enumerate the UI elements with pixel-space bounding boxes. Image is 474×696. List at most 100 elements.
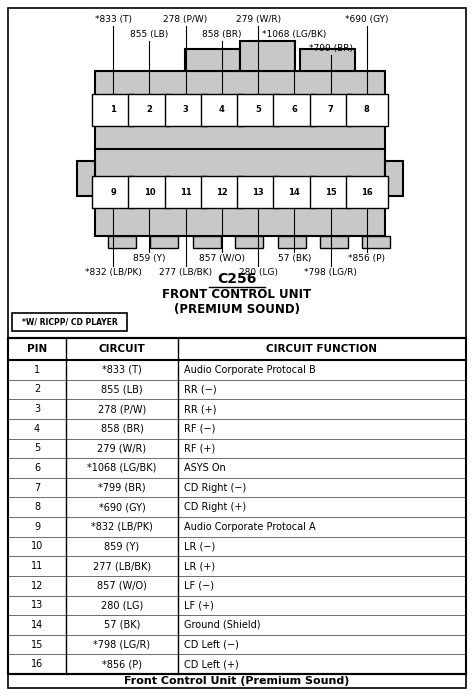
Text: 277 (LB/BK): 277 (LB/BK) [159,268,212,277]
Bar [108,236,136,248]
Text: 11: 11 [31,561,43,571]
Text: 11: 11 [180,188,191,197]
Text: 278 (P/W): 278 (P/W) [98,404,146,414]
Bar [273,94,315,126]
Bar [273,176,315,208]
Bar [310,94,352,126]
Text: 855 (LB): 855 (LB) [101,384,143,395]
Text: 2: 2 [34,384,40,395]
Text: 12: 12 [31,580,43,591]
Text: LR (−): LR (−) [184,541,215,551]
Bar [185,49,240,71]
Text: 5: 5 [255,105,261,114]
Bar [95,71,385,236]
Text: 9: 9 [110,188,116,197]
Text: 57 (BK): 57 (BK) [278,254,311,263]
Text: 2: 2 [146,105,152,114]
Text: ASYS On: ASYS On [184,463,226,473]
Bar [346,94,388,126]
Text: RR (−): RR (−) [184,384,217,395]
Text: 1: 1 [110,105,116,114]
Text: CD Left (+): CD Left (+) [184,659,239,669]
Text: LR (+): LR (+) [184,561,215,571]
Text: CD Right (−): CD Right (−) [184,482,246,493]
Text: 1: 1 [34,365,40,375]
Text: FRONT CONTROL UNIT: FRONT CONTROL UNIT [163,288,311,301]
Text: 8: 8 [34,503,40,512]
Bar [346,176,388,208]
Text: LF (−): LF (−) [184,580,214,591]
Text: 12: 12 [216,188,228,197]
Bar [164,176,207,208]
Text: *833 (T): *833 (T) [102,365,142,375]
Text: 10: 10 [31,541,43,551]
Text: *799 (BR): *799 (BR) [98,482,146,493]
Text: 16: 16 [31,659,43,669]
Text: 4: 4 [219,105,225,114]
Text: *856 (P): *856 (P) [348,254,385,263]
Text: CIRCUIT: CIRCUIT [99,344,146,354]
Text: 6: 6 [34,463,40,473]
Bar [92,94,134,126]
Text: *690 (GY): *690 (GY) [345,15,389,24]
Bar [320,236,348,248]
Bar [240,41,295,71]
Text: 857 (W/O): 857 (W/O) [97,580,147,591]
Bar [385,161,403,196]
Text: 859 (Y): 859 (Y) [133,254,165,263]
Text: 16: 16 [361,188,373,197]
Text: LF (+): LF (+) [184,601,214,610]
Text: 57 (BK): 57 (BK) [104,620,140,630]
Text: Front Control Unit (Premium Sound): Front Control Unit (Premium Sound) [124,676,350,686]
Text: 7: 7 [328,105,334,114]
Bar [77,161,95,196]
Text: RF (−): RF (−) [184,424,215,434]
Text: *799 (BR): *799 (BR) [309,44,353,53]
Text: 855 (LB): 855 (LB) [130,30,168,39]
Text: 10: 10 [144,188,155,197]
Text: 7: 7 [34,482,40,493]
Text: 859 (Y): 859 (Y) [104,541,139,551]
Text: *1068 (LG/BK): *1068 (LG/BK) [262,30,327,39]
Text: CD Right (+): CD Right (+) [184,503,246,512]
Bar [150,236,178,248]
Text: Ground (Shield): Ground (Shield) [184,620,261,630]
Text: *798 (LG/R): *798 (LG/R) [93,640,151,649]
Bar [193,236,221,248]
Bar [310,176,352,208]
Text: *856 (P): *856 (P) [102,659,142,669]
Text: 5: 5 [34,443,40,453]
Bar [164,94,207,126]
Bar [278,236,306,248]
Text: RF (+): RF (+) [184,443,215,453]
Text: *832 (LB/PK): *832 (LB/PK) [91,522,153,532]
Bar [237,94,279,126]
Bar [362,236,390,248]
Bar [237,176,279,208]
Text: Audio Corporate Protocal A: Audio Corporate Protocal A [184,522,316,532]
Bar [92,176,134,208]
Text: *833 (T): *833 (T) [95,15,132,24]
Text: C256: C256 [217,272,257,286]
Text: PIN: PIN [27,344,47,354]
Text: 3: 3 [34,404,40,414]
Text: RR (+): RR (+) [184,404,217,414]
Text: 858 (BR): 858 (BR) [100,424,144,434]
Text: 14: 14 [289,188,300,197]
Text: 8: 8 [364,105,370,114]
Text: 9: 9 [34,522,40,532]
Text: 3: 3 [183,105,189,114]
Text: 858 (BR): 858 (BR) [202,30,242,39]
Text: 15: 15 [31,640,43,649]
Text: 280 (LG): 280 (LG) [101,601,143,610]
Text: 857 (W/O): 857 (W/O) [199,254,245,263]
Text: *690 (GY): *690 (GY) [99,503,146,512]
Text: *798 (LG/R): *798 (LG/R) [304,268,357,277]
Bar [128,94,170,126]
Bar [235,236,263,248]
Text: 277 (LB/BK): 277 (LB/BK) [93,561,151,571]
Bar [8,338,466,674]
Text: 13: 13 [31,601,43,610]
Text: CD Left (−): CD Left (−) [184,640,239,649]
Text: 279 (W/R): 279 (W/R) [98,443,146,453]
